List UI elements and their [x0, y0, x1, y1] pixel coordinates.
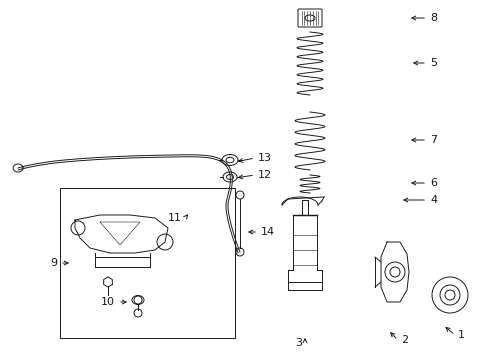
Text: 1: 1 [458, 330, 465, 340]
Text: 7: 7 [430, 135, 437, 145]
Text: 4: 4 [430, 195, 437, 205]
Text: 9: 9 [50, 258, 57, 268]
Text: 13: 13 [258, 153, 272, 163]
Text: 11: 11 [168, 213, 182, 223]
Text: 2: 2 [401, 335, 408, 345]
Bar [60, 188, 235, 338]
Text: 6: 6 [430, 178, 437, 188]
Text: 14: 14 [261, 227, 275, 237]
Text: 3: 3 [295, 338, 302, 348]
Text: 5: 5 [430, 58, 437, 68]
Text: 12: 12 [258, 170, 272, 180]
Text: 8: 8 [430, 13, 437, 23]
Text: 10: 10 [101, 297, 115, 307]
